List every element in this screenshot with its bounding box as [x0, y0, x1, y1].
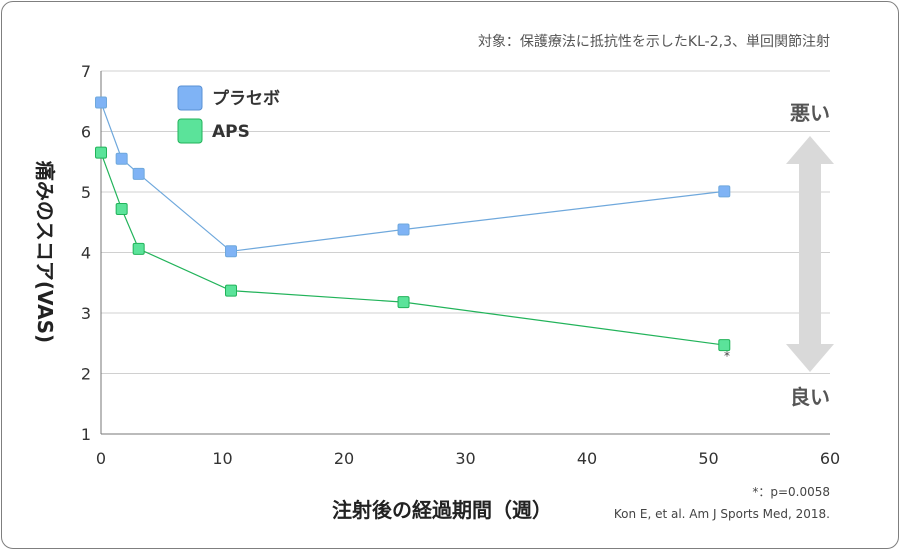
- citation: Kon E, et al. Am J Sports Med, 2018.: [614, 507, 830, 521]
- x-axis-title: 注射後の経過期間（週）: [332, 498, 552, 522]
- series-layer: [95, 96, 731, 352]
- data-point-placebo-5: [718, 185, 731, 198]
- x-tick-label-60: 60: [820, 449, 840, 468]
- y-tick-label-5: 5: [81, 183, 91, 202]
- grid: [101, 70, 830, 374]
- legend-swatch-placebo: [177, 85, 203, 111]
- legend: プラセボ APS: [177, 85, 280, 144]
- y-tick-labels: 1 2 3 4 5 6 7: [81, 62, 91, 444]
- legend-swatch-aps: [177, 118, 203, 144]
- x-tick-label-50: 50: [698, 449, 718, 468]
- x-tick-label-10: 10: [212, 449, 232, 468]
- y-tick-label-3: 3: [81, 304, 91, 323]
- y-tick-label-2: 2: [81, 365, 91, 384]
- series-line-placebo: [100, 102, 725, 252]
- axes: [100, 71, 830, 435]
- legend-label-aps: APS: [212, 122, 250, 142]
- worse-better-arrow: [786, 136, 834, 372]
- x-tick-label-20: 20: [334, 449, 354, 468]
- series-line-aps: [100, 152, 725, 346]
- x-tick-label-30: 30: [455, 449, 475, 468]
- x-tick-label-40: 40: [577, 449, 597, 468]
- legend-label-placebo: プラセボ: [212, 88, 280, 109]
- y-tick-label-1: 1: [81, 425, 91, 444]
- p-value-note: *：p=0.0058: [752, 485, 830, 499]
- data-point-aps-0: [95, 146, 107, 159]
- data-point-placebo-1: [115, 152, 128, 165]
- arrow-head-down: [786, 344, 834, 372]
- arrow-shaft: [799, 163, 821, 345]
- data-point-placebo-3: [225, 245, 238, 258]
- arrow-head-up: [786, 136, 834, 164]
- data-point-aps-1: [115, 202, 128, 215]
- worse-label: 悪い: [790, 101, 830, 125]
- data-point-aps-4: [397, 296, 410, 309]
- data-point-placebo-2: [132, 167, 145, 180]
- data-point-aps-2: [132, 242, 145, 255]
- significance-asterisk: *: [724, 349, 730, 363]
- data-point-aps-5: [718, 339, 731, 352]
- chart-subtitle: 対象：保護療法に抵抗性を示したKL-2,3、単回関節注射: [478, 33, 830, 50]
- y-tick-label-4: 4: [81, 244, 91, 263]
- y-tick-label-6: 6: [81, 123, 91, 142]
- x-tick-labels: 0 10 20 30 40 50 60: [96, 449, 840, 468]
- x-tick-label-0: 0: [96, 449, 106, 468]
- data-point-placebo-4: [397, 223, 410, 236]
- better-label: 良い: [790, 385, 830, 409]
- data-point-placebo-0: [95, 96, 107, 109]
- data-point-aps-3: [225, 284, 238, 297]
- y-tick-label-7: 7: [81, 62, 91, 81]
- y-axis-title: 痛みのスコア(VAS): [33, 161, 57, 343]
